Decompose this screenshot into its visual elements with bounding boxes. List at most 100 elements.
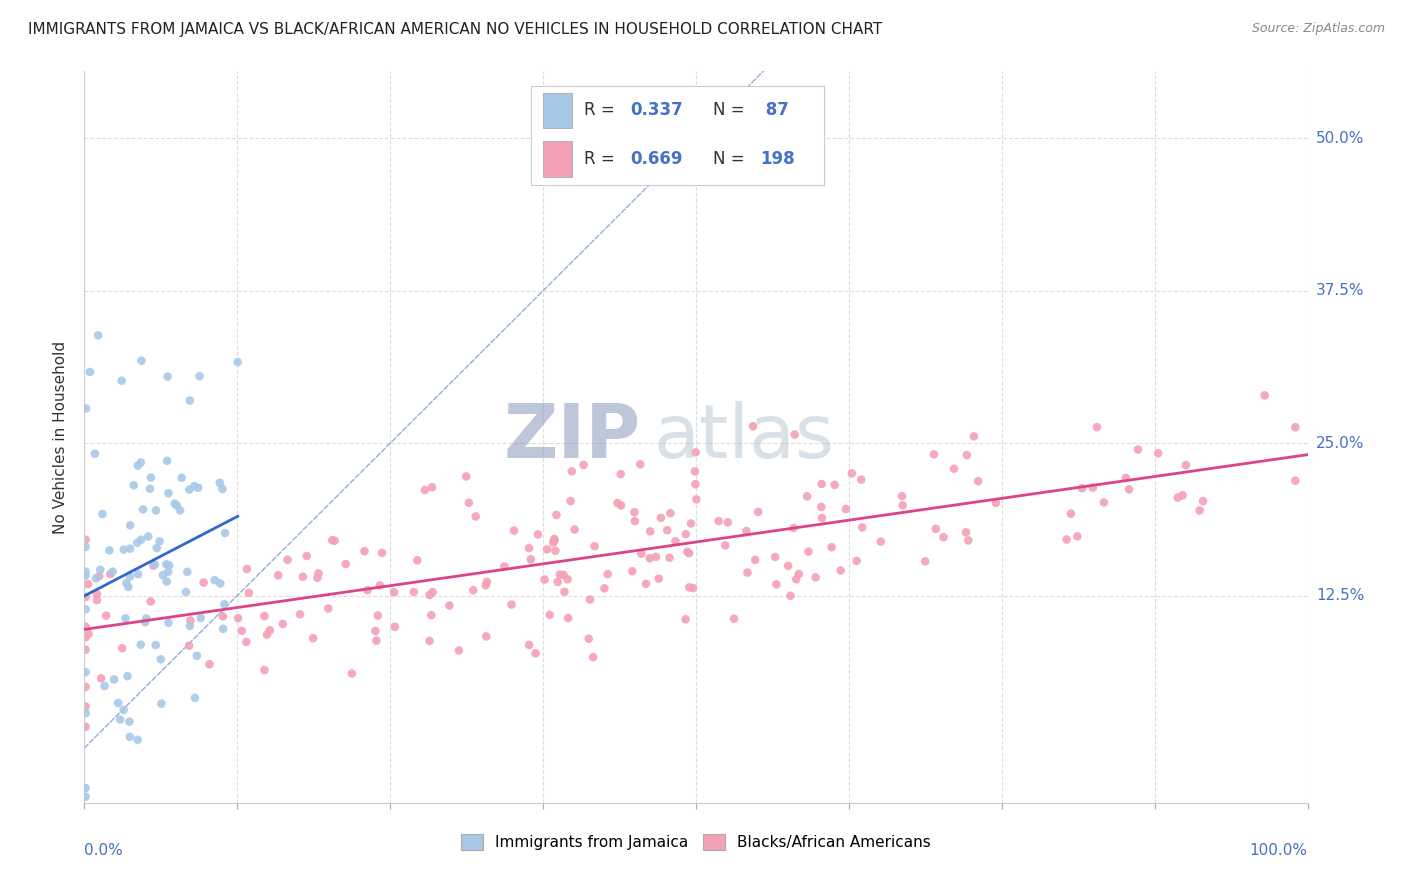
Text: 50.0%: 50.0% — [1316, 131, 1364, 146]
Point — [1126, 442, 1149, 457]
Point — [193, 575, 215, 590]
Point — [150, 697, 173, 711]
Point — [75, 780, 97, 795]
Point — [583, 539, 606, 553]
Point — [824, 478, 846, 492]
Point — [366, 633, 388, 648]
Point — [111, 374, 134, 388]
Point — [75, 720, 97, 734]
Point — [685, 445, 707, 459]
Point — [645, 549, 668, 564]
Point — [98, 567, 121, 582]
Point — [75, 789, 97, 804]
Point — [143, 558, 166, 572]
Point — [75, 590, 97, 604]
Point — [75, 401, 97, 416]
Point — [811, 511, 834, 525]
Point — [271, 616, 294, 631]
Point — [214, 597, 236, 611]
Point — [783, 427, 806, 442]
Point — [851, 473, 873, 487]
Point — [226, 611, 249, 625]
Point — [236, 562, 259, 576]
Point — [1060, 507, 1083, 521]
Point — [188, 369, 211, 384]
Point — [742, 419, 765, 434]
Point — [157, 565, 180, 579]
Point — [557, 611, 579, 625]
Point — [810, 500, 832, 514]
Point — [779, 589, 801, 603]
Point — [131, 353, 153, 368]
Point — [664, 534, 686, 549]
Point — [765, 577, 787, 591]
Point — [475, 574, 498, 589]
Point — [79, 365, 101, 379]
Text: 0.0%: 0.0% — [84, 843, 124, 858]
Point — [536, 542, 558, 557]
Point — [560, 494, 582, 508]
Point — [1167, 491, 1189, 505]
Point — [561, 464, 583, 478]
Point — [323, 533, 346, 548]
Point — [259, 624, 281, 638]
Point — [107, 696, 129, 710]
Point — [744, 553, 766, 567]
Point — [1171, 488, 1194, 502]
Point — [547, 574, 569, 589]
Point — [169, 503, 191, 517]
Point — [371, 546, 394, 560]
Point — [963, 429, 986, 443]
Point — [737, 566, 759, 580]
Point — [925, 522, 948, 536]
Y-axis label: No Vehicles in Household: No Vehicles in Household — [53, 341, 69, 533]
Text: 37.5%: 37.5% — [1316, 284, 1364, 298]
Point — [212, 609, 235, 624]
Point — [316, 601, 339, 615]
Point — [579, 592, 602, 607]
Point — [115, 576, 138, 591]
Point — [557, 572, 579, 586]
Point — [157, 558, 180, 573]
Point — [117, 580, 139, 594]
Point — [957, 533, 980, 548]
Point — [152, 568, 174, 582]
Point — [198, 657, 221, 672]
Text: ZIP: ZIP — [503, 401, 641, 474]
Point — [120, 518, 142, 533]
Point — [582, 650, 605, 665]
Point — [527, 527, 550, 541]
Point — [420, 480, 443, 494]
Point — [707, 514, 730, 528]
Point — [179, 483, 201, 497]
Point — [1192, 494, 1215, 508]
Point — [75, 540, 97, 554]
Point — [1174, 458, 1197, 472]
Point — [463, 583, 485, 598]
Point — [170, 471, 193, 485]
Point — [146, 541, 169, 555]
Point — [75, 680, 97, 694]
Point — [621, 564, 644, 578]
Text: IMMIGRANTS FROM JAMAICA VS BLACK/AFRICAN AMERICAN NO VEHICLES IN HOUSEHOLD CORRE: IMMIGRANTS FROM JAMAICA VS BLACK/AFRICAN… — [28, 22, 883, 37]
Point — [658, 550, 681, 565]
Point — [593, 582, 616, 596]
Point — [111, 641, 134, 656]
Point — [368, 578, 391, 592]
Point — [139, 482, 162, 496]
Legend: Immigrants from Jamaica, Blacks/African Americans: Immigrants from Jamaica, Blacks/African … — [461, 834, 931, 850]
Point — [135, 611, 157, 625]
Point — [634, 577, 657, 591]
Point — [553, 567, 575, 582]
Point — [156, 574, 179, 589]
Point — [90, 672, 112, 686]
Point — [778, 558, 800, 573]
Point — [208, 475, 231, 490]
Point — [1284, 420, 1306, 434]
Point — [524, 646, 547, 660]
Point — [108, 713, 131, 727]
Point — [129, 638, 152, 652]
Point — [638, 551, 661, 566]
Point — [91, 507, 114, 521]
Point — [606, 496, 628, 510]
